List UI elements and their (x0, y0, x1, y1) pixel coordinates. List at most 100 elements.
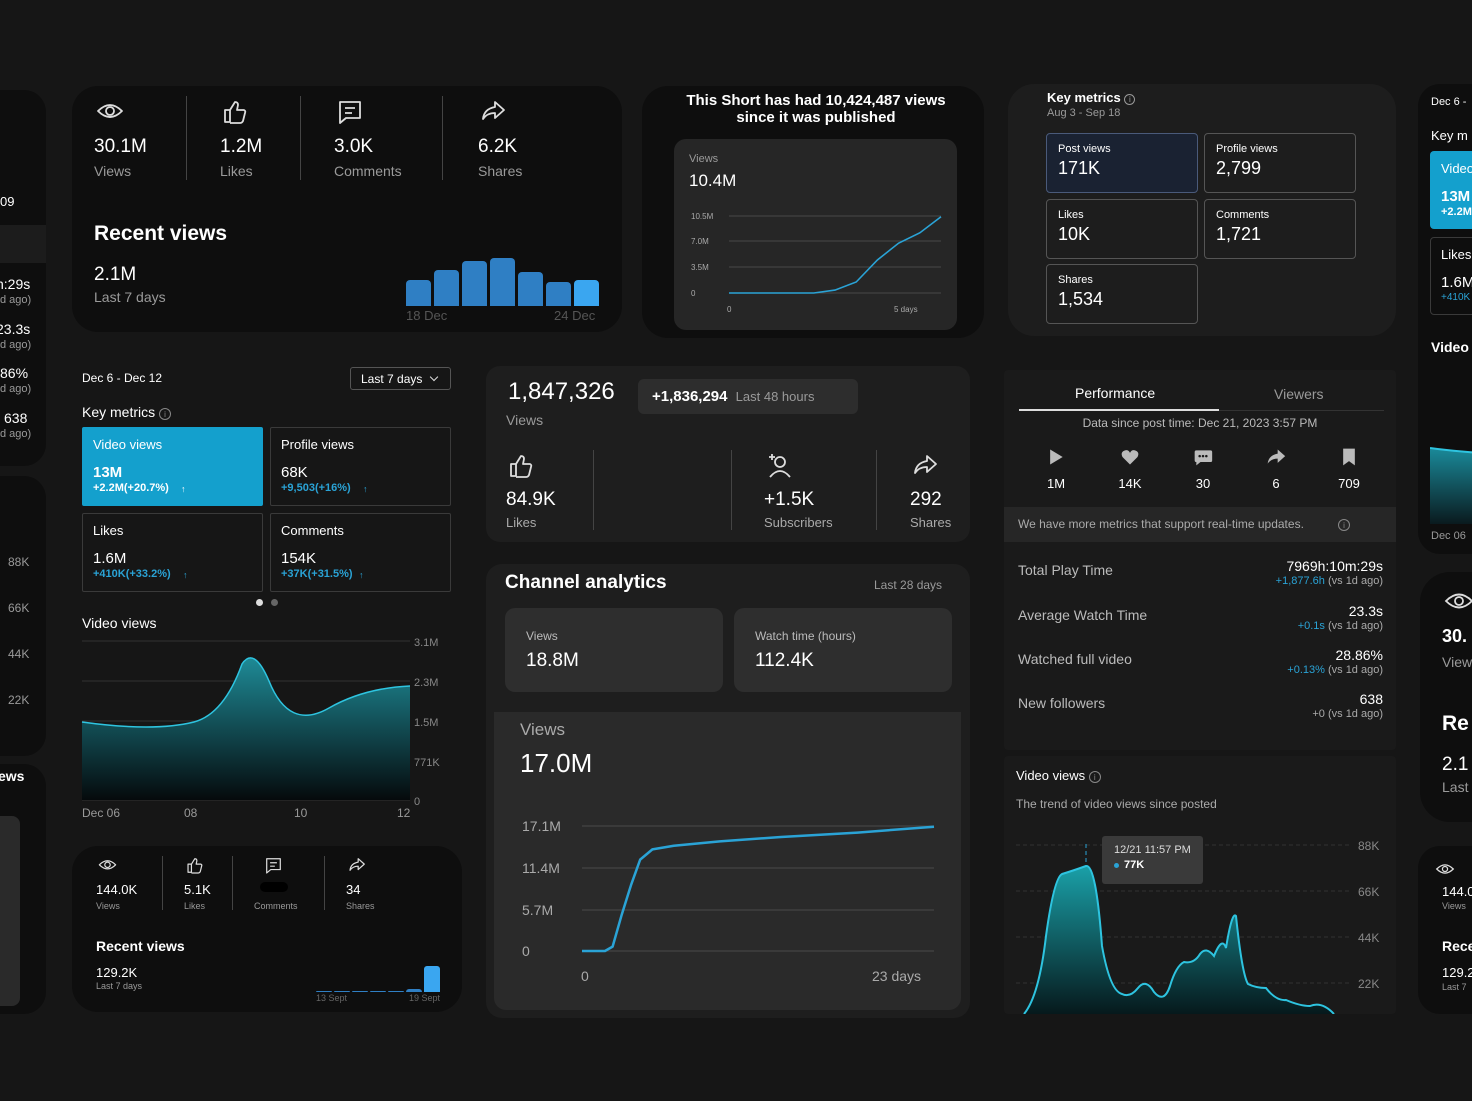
bar-4 (518, 272, 543, 306)
tile-delta: +2.2M(+20.7%) (93, 482, 169, 494)
share-icon[interactable] (1266, 447, 1286, 467)
tile-label: Views (526, 629, 558, 643)
chart-tooltip: 12/21 11:57 PM 77K (1102, 836, 1203, 884)
y-tick-label: 771K (414, 757, 440, 769)
metric-tile-shares[interactable]: Shares 1,534 (1046, 264, 1198, 324)
notice-text: We have more metrics that support real-t… (1018, 517, 1304, 531)
metric-row-value: 7969h:10m:29s (1286, 558, 1383, 574)
tab-underline (1019, 409, 1219, 411)
channel-analytics-title: Channel analytics (505, 572, 667, 593)
area-fill (82, 657, 410, 800)
metric-row-delta: +0.13% (vs 1d ago) (1287, 664, 1383, 676)
partial-tile (1430, 151, 1472, 229)
heart-icon[interactable] (1120, 447, 1140, 467)
partial-panel (0, 816, 20, 1006)
tile-label: Shares (1058, 274, 1093, 286)
metric-row-delta: +1,877.6h (vs 1d ago) (1275, 575, 1383, 587)
tab-viewers[interactable]: Viewers (1274, 386, 1324, 402)
x-tick-label: 12 (397, 806, 411, 820)
carousel-dot[interactable] (271, 599, 278, 606)
metric-tile-likes[interactable]: Likes 1.6M +410K(+33.2%) ↑ (82, 513, 263, 592)
carousel-dot-active[interactable] (256, 599, 263, 606)
stat-label: Comments (334, 163, 402, 179)
metric-row-value: 638 (1359, 691, 1383, 707)
bar-2 (352, 991, 368, 992)
tile-delta: +37K(+31.5%) (281, 568, 353, 580)
x-tick-label: 10 (294, 806, 308, 820)
summary-tile[interactable]: Watch time (hours) 112.4K (734, 608, 952, 692)
bookmark-icon[interactable] (1339, 447, 1359, 467)
metric-row-delta: +0 (vs 1d ago) (1312, 708, 1383, 720)
tile-value: 154K (281, 550, 317, 567)
info-icon[interactable]: i (1338, 519, 1350, 531)
partial-text: d ago) (0, 339, 32, 351)
metric-row-value: 28.86% (1335, 647, 1383, 663)
play-icon[interactable] (1046, 447, 1066, 467)
video-views-trend-chart: 88K 66K 44K 22K (1016, 839, 1379, 1014)
metric-tile-post-views[interactable]: Post views 171K (1046, 133, 1198, 193)
stat-label: Views (96, 901, 120, 911)
metric-tile-likes[interactable]: Likes 10K (1046, 199, 1198, 259)
views-chart-panel: Views 10.4M 10.5M 7.0M 3.5M 0 0 5 days (674, 139, 957, 330)
left-partial-chart-card: 88K 66K 44K 22K (0, 476, 46, 756)
bar-3 (490, 258, 515, 306)
metric-tile-video-views[interactable]: Video views 13M +2.2M(+20.7%) ↑ (82, 427, 263, 506)
stat-label: Comments (254, 901, 298, 911)
stat-value: 1.2M (220, 136, 263, 157)
bar-3 (370, 991, 386, 992)
y-tick-label: 1.5M (414, 717, 438, 729)
short-views-card: This Short has had 10,424,487 views sinc… (642, 86, 984, 338)
total-views-value: 1,847,326 (508, 378, 615, 405)
partial-text: Key m (1431, 128, 1468, 143)
up-arrow-icon: ↑ (359, 570, 364, 580)
tile-value: 1,721 (1216, 224, 1262, 244)
stat-divider (731, 450, 732, 530)
summary-tile[interactable]: Views 18.8M (505, 608, 723, 692)
stat-divider (442, 96, 443, 180)
stat-label: Shares (478, 163, 523, 179)
axis-end-label: 24 Dec (554, 308, 596, 323)
partial-text: Video (1431, 339, 1469, 355)
partial-text: ews (0, 768, 25, 784)
x-tick-label: 0 (727, 305, 732, 314)
chat-icon[interactable] (1193, 447, 1213, 467)
views-delta-pill: +1,836,294 Last 48 hours (638, 379, 858, 414)
data-since-text: Data since post time: Dec 21, 2023 3:57 … (1082, 416, 1318, 430)
right-partial-card-3: 144.0 Views Rece 129.2 Last 7 (1418, 846, 1472, 1014)
x-tick-label: 0 (581, 968, 589, 984)
series-line (81, 657, 411, 728)
key-metrics-title: Key metrics i (1047, 90, 1136, 105)
partial-area-chart (1430, 447, 1472, 524)
partial-text: d ago) (0, 428, 32, 440)
video-views-trend-card: Video views i The trend of video views s… (1004, 756, 1396, 1014)
info-icon[interactable]: i (1124, 94, 1136, 105)
recent-views-value: 129.2K (96, 965, 138, 980)
y-tick-label: 10.5M (691, 212, 714, 221)
tab-performance[interactable]: Performance (1075, 385, 1156, 401)
metric-tile-profile-views[interactable]: Profile views 2,799 (1204, 133, 1356, 193)
stat-label: Likes (506, 515, 537, 530)
y-tick-label: 7.0M (691, 237, 709, 246)
info-icon[interactable]: i (1088, 771, 1101, 783)
views-chart-label: Views (520, 720, 566, 739)
channel-views-line-chart: 17.1M 11.4M 5.7M 0 0 23 days (522, 818, 935, 984)
right-partial-card: Dec 6 - Key m Video 13M +2.2M Likes 1.6M… (1418, 84, 1472, 554)
tile-value: 171K (1058, 158, 1101, 178)
period-dropdown[interactable]: Last 7 days (350, 367, 451, 390)
tile-value: 10K (1058, 224, 1091, 244)
partial-text: 23.3s (0, 321, 31, 337)
stat-label: Subscribers (764, 515, 833, 530)
series-line (1023, 865, 1335, 1014)
tab-divider (1219, 410, 1384, 411)
tile-value: 68K (281, 464, 308, 481)
metric-tile-comments[interactable]: Comments 154K +37K(+31.5%) ↑ (270, 513, 451, 592)
share-icon (349, 858, 365, 871)
thumbs-up-icon (510, 455, 533, 478)
metric-tile-comments[interactable]: Comments 1,721 (1204, 199, 1356, 259)
bar-1 (334, 991, 350, 992)
metric-tile-profile-views[interactable]: Profile views 68K +9,503(+16%) ↑ (270, 427, 451, 506)
info-icon[interactable]: i (159, 408, 172, 420)
partial-text: Video (1441, 161, 1472, 176)
video-views-title: Video views (82, 615, 157, 631)
stat-value: +1.5K (764, 489, 815, 510)
